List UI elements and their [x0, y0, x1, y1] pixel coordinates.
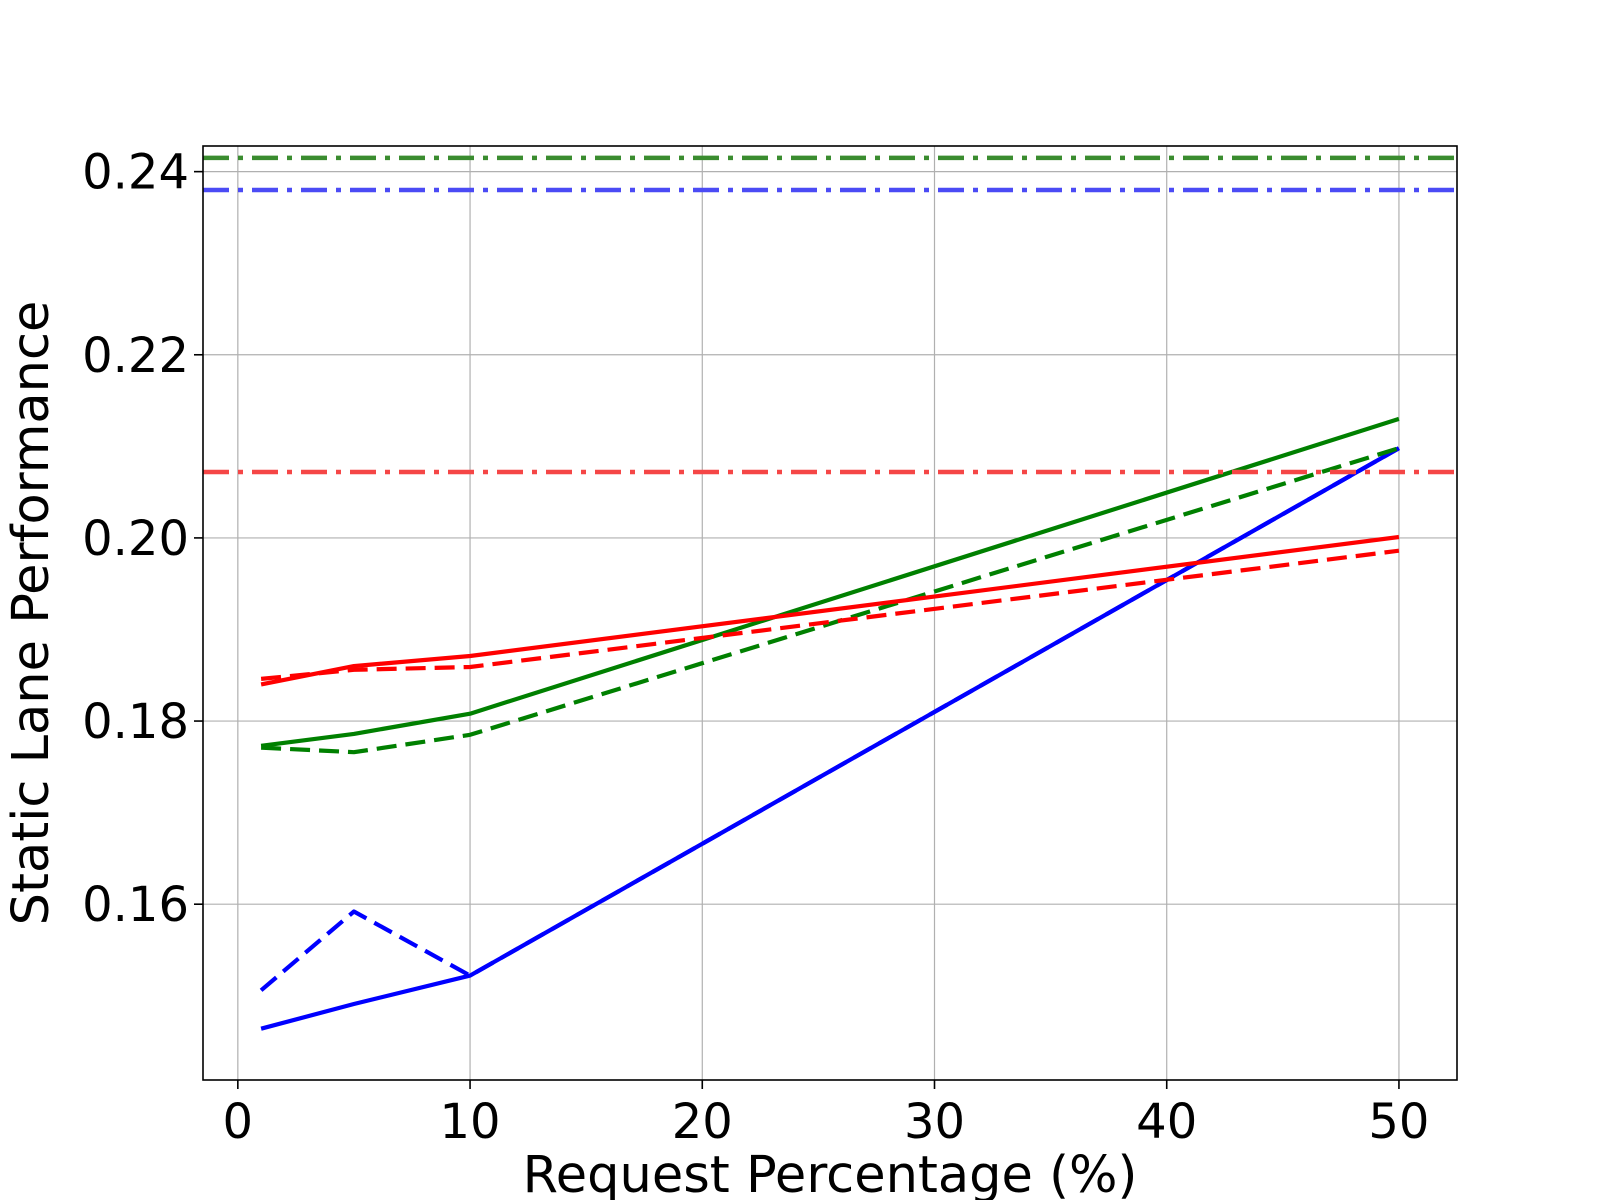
y-tick-label: 0.16: [82, 877, 189, 933]
series-line-2: [259, 446, 1400, 992]
x-tick-label: 10: [440, 1094, 501, 1150]
x-tick-label: 0: [223, 1094, 254, 1150]
x-axis-label: Request Percentage (%): [523, 1146, 1138, 1200]
x-tick-label: 30: [904, 1094, 965, 1150]
plot-series: [203, 155, 1457, 1031]
series-line-6: [260, 548, 1400, 681]
x-tick-label: 20: [672, 1094, 733, 1150]
y-tick-label: 0.20: [82, 511, 189, 567]
y-axis-label: Static Lane Performance: [2, 301, 61, 926]
y-tick-label: 0.22: [82, 328, 189, 384]
y-tick-label: 0.24: [82, 145, 189, 201]
axis-ticks: 0 10 20 30 40 50 0.16 0.18 0.20 0.22 0.24: [82, 145, 1429, 1150]
series-line-3: [260, 416, 1400, 748]
series-line-4: [260, 446, 1400, 755]
x-tick-label: 40: [1136, 1094, 1197, 1150]
y-tick-label: 0.18: [82, 694, 189, 750]
plot-frame: [202, 145, 1458, 1081]
grid-lines: [203, 146, 1457, 1080]
x-tick-label: 50: [1368, 1094, 1429, 1150]
